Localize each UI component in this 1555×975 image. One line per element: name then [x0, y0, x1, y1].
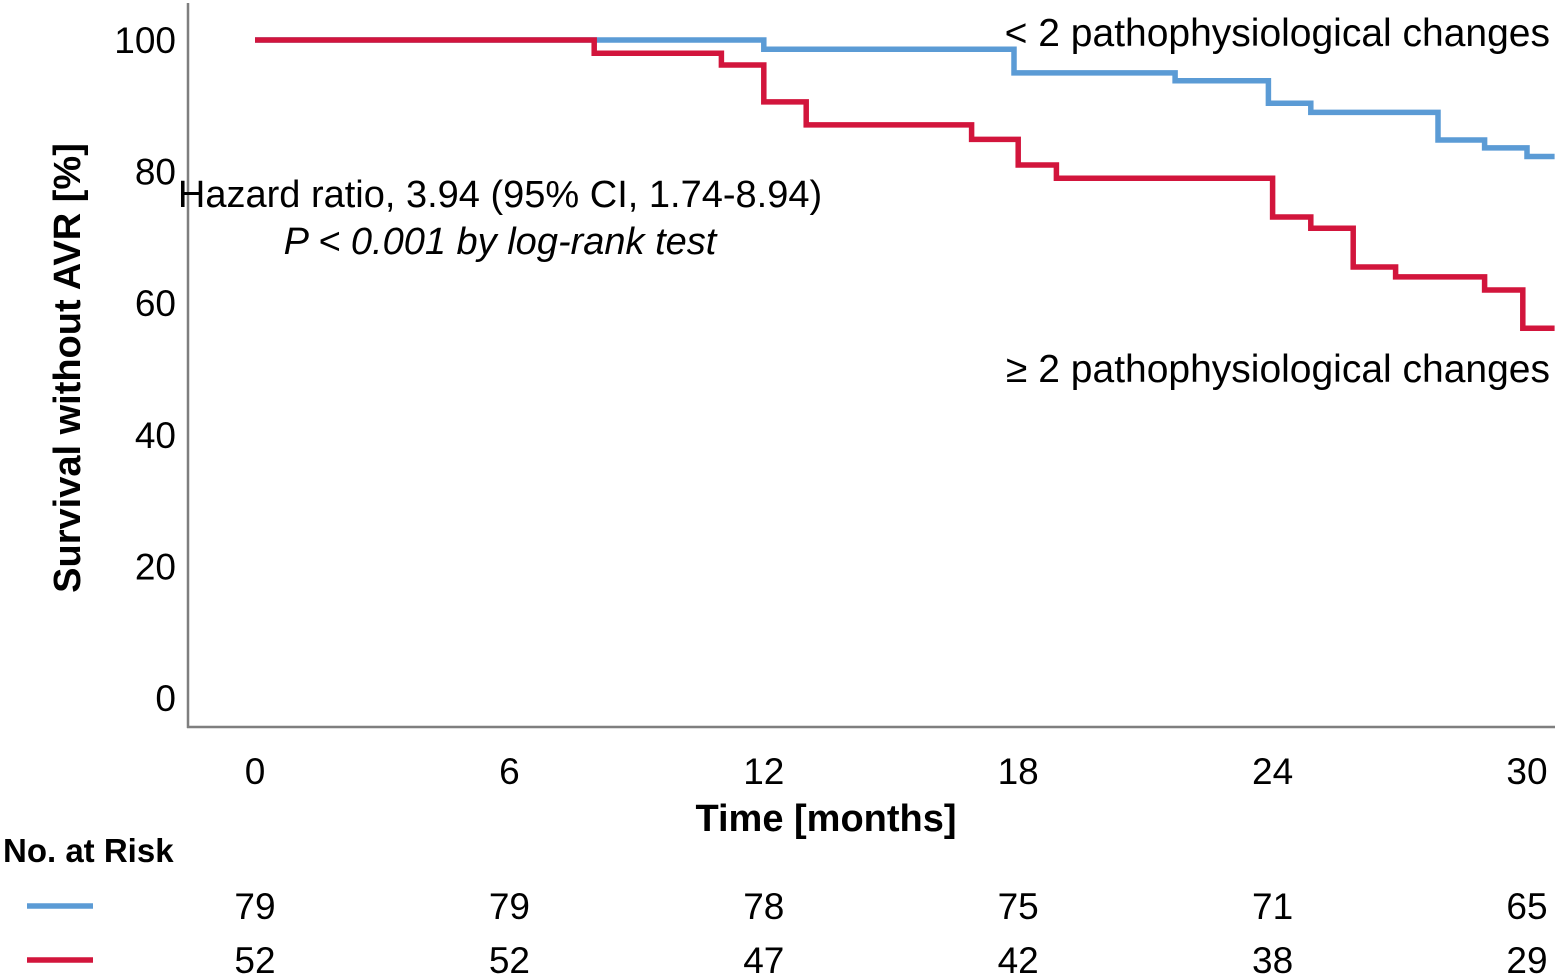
y-tick-label-40: 40 [135, 415, 176, 456]
x-axis-title: Time [months] [695, 798, 956, 840]
x-tick-label-18: 18 [998, 751, 1039, 792]
risk-count: 38 [1252, 940, 1293, 975]
risk-count: 52 [234, 940, 275, 975]
y-axis-title: Survival without AVR [%] [47, 143, 89, 593]
risk-count: 65 [1506, 886, 1547, 927]
risk-row-ge2: 52 52 47 42 38 29 [27, 940, 1548, 975]
x-tick-label-6: 6 [499, 751, 520, 792]
survival-curves [255, 37, 1555, 331]
risk-table-title: No. at Risk [3, 832, 174, 869]
y-tick-label-0: 0 [155, 678, 176, 719]
x-tick-label-30: 30 [1506, 751, 1547, 792]
x-tick-label-12: 12 [743, 751, 784, 792]
risk-table-rows: 79 79 78 75 71 65 52 52 47 42 38 29 [27, 886, 1548, 975]
risk-count: 29 [1506, 940, 1547, 975]
y-tick-label-20: 20 [135, 546, 176, 587]
risk-count: 42 [998, 940, 1039, 975]
y-axis: 0 20 40 60 80 100 Survival without AVR [%] [47, 3, 190, 728]
risk-count: 47 [743, 940, 784, 975]
y-tick-label-100: 100 [114, 20, 176, 61]
x-tick-labels: 0 6 12 18 24 30 [245, 751, 1548, 792]
y-tick-label-60: 60 [135, 283, 176, 324]
series-label-ge2: ≥ 2 pathophysiological changes [1006, 348, 1550, 391]
y-tick-label-80: 80 [135, 152, 176, 193]
risk-table: No. at Risk 79 79 78 75 71 65 52 52 47 42 38 29 [3, 832, 1548, 975]
risk-count: 71 [1252, 886, 1293, 927]
risk-count: 79 [489, 886, 530, 927]
p-value-text: P < 0.001 by log-rank test [284, 221, 718, 263]
risk-count: 79 [234, 886, 275, 927]
y-tick-labels: 0 20 40 60 80 100 [114, 20, 176, 719]
risk-count: 52 [489, 940, 530, 975]
x-tick-label-24: 24 [1252, 751, 1293, 792]
risk-count: 75 [998, 886, 1039, 927]
curve-lt2-changes [255, 37, 1555, 160]
series-labels: < 2 pathophysiological changes ≥ 2 patho… [1005, 12, 1550, 391]
x-axis: 0 6 12 18 24 30 Time [months] [187, 725, 1555, 840]
series-label-lt2: < 2 pathophysiological changes [1005, 12, 1550, 55]
risk-row-lt2: 79 79 78 75 71 65 [27, 886, 1548, 927]
x-tick-label-0: 0 [245, 751, 266, 792]
curve-ge2-changes [255, 37, 1555, 331]
stats-annotation: Hazard ratio, 3.94 (95% CI, 1.74-8.94) P… [178, 174, 822, 263]
risk-count: 78 [743, 886, 784, 927]
hazard-ratio-text: Hazard ratio, 3.94 (95% CI, 1.74-8.94) [178, 174, 822, 216]
